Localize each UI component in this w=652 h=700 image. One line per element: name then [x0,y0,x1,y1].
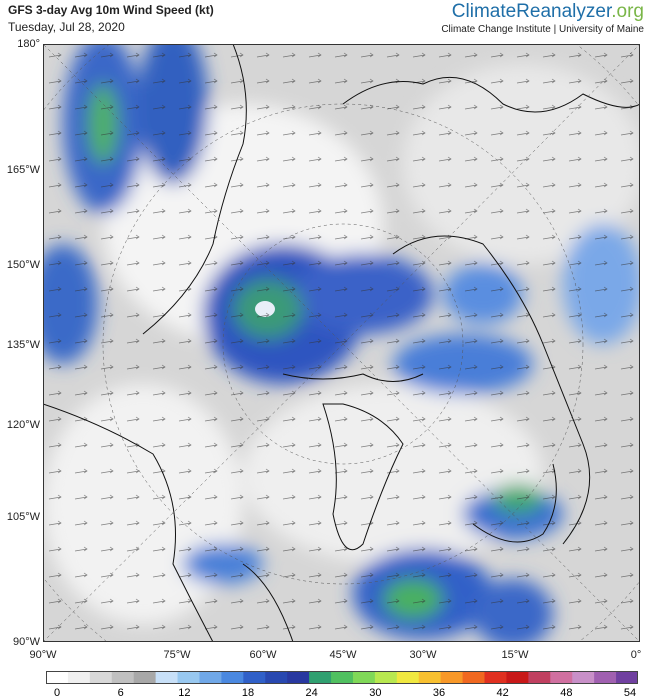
colorbar-tick-label: 30 [369,687,382,699]
colorbar-swatch [550,671,573,684]
colorbar-tick-label: 54 [623,687,637,699]
colorbar-swatch [199,671,222,684]
colorbar-swatch [265,671,288,684]
colorbar-swatch [374,671,398,684]
brand: ClimateReanalyzer.org [452,1,644,23]
colorbar-swatch [177,671,200,684]
lon-label: 15°W [501,649,529,661]
colorbar-swatch [331,671,354,684]
colorbar-swatch [616,671,638,684]
title: GFS 3-day Avg 10m Wind Speed (kt) [8,3,214,17]
wind-vectors [43,44,640,642]
coastlines [43,44,640,642]
graticule [43,44,640,642]
colorbar-swatch [67,671,91,684]
map [43,44,640,642]
colorbar-swatch [133,671,157,684]
colorbar-swatch [89,671,113,684]
lon-label: 150°W [6,259,40,271]
lon-label: 75°W [163,649,191,661]
colorbar-tick-label: 48 [560,687,573,699]
colorbar-swatch [111,671,135,684]
lon-label: 45°W [329,649,357,661]
colorbar-swatch [572,671,595,684]
lon-label: 105°W [6,511,40,523]
date: Tuesday, Jul 28, 2020 [8,20,125,34]
colorbar-swatch [46,671,69,684]
colorbar-swatch [352,671,376,684]
lon-label: 165°W [6,164,40,176]
colorbar-swatch [309,671,332,684]
brand-suffix: .org [611,1,644,22]
lon-label: 60°W [249,649,277,661]
lon-label: 30°W [409,649,437,661]
lon-label: 90°W [29,649,57,661]
colorbar-swatch [484,671,507,684]
lon-label: 120°W [6,419,40,431]
colorbar-swatch [243,671,266,684]
affiliation: Climate Change Institute | University of… [441,24,644,35]
colorbar-tick-label: 18 [241,687,255,699]
colorbar-swatch [440,671,464,684]
colorbar-swatch [396,671,420,684]
brand-name: ClimateReanalyzer [451,1,612,22]
colorbar-swatch [287,671,310,684]
lon-label: 0° [630,649,642,661]
colorbar-swatch [506,671,529,684]
colorbar-swatch [528,671,551,684]
lon-label: 180° [17,38,40,50]
colorbar-swatch [221,671,244,684]
colorbar-swatch [418,671,442,684]
colorbar-tick-label: 12 [178,687,191,699]
colorbar-frame [46,671,638,684]
colorbar-tick-label: 6 [117,687,124,699]
colorbar-tick-label: 36 [432,687,446,699]
colorbar-swatch [594,671,617,684]
colorbar-swatch [155,671,179,684]
colorbar-swatch [462,671,486,684]
colorbar-tick-label: 24 [305,687,318,699]
colorbar-tick-label: 0 [53,687,61,699]
lon-label: 135°W [6,339,40,351]
colorbar-tick-label: 42 [496,687,509,699]
lon-label: 90°W [12,636,40,648]
colorbar [46,671,638,684]
map-frame [43,44,640,642]
